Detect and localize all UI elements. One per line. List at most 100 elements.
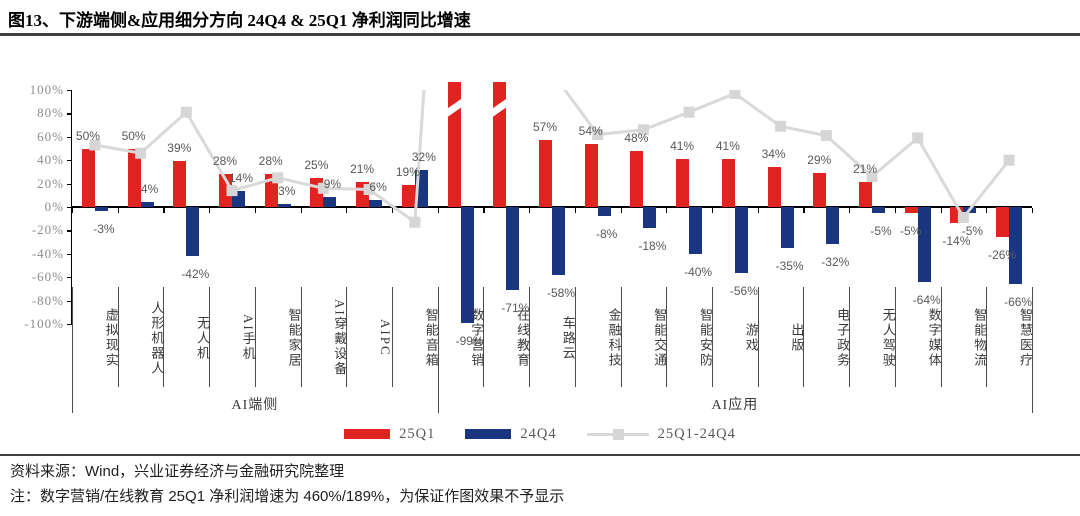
category-label-2: 无人机 xyxy=(195,315,211,361)
plot-area: 50% -3% 50% 4% 39% -42% 28% 14% 28% 3% 25% 9% 21% 6% 1… xyxy=(72,82,1032,348)
bar-label-25q1-14: 41% xyxy=(715,139,740,153)
bar-24q4-18 xyxy=(917,207,931,282)
y-axis-tick xyxy=(67,300,72,302)
diff-line-marker xyxy=(912,132,924,144)
chart-area: 100% 80% 60% 40% 20% 0% -20% -40% -60% -80% -100% … xyxy=(0,38,1080,420)
category-divider xyxy=(72,287,73,413)
bar-24q4-5 xyxy=(323,196,337,207)
bar-label-25q1-2: 39% xyxy=(167,141,192,156)
bar-label-25q1-13: 41% xyxy=(670,139,695,153)
x-axis-tick xyxy=(574,207,577,213)
category-label-10: 车路云 xyxy=(560,315,576,361)
bar-label-24q4-12: -18% xyxy=(638,239,667,254)
x-axis-tick xyxy=(209,207,211,213)
y-axis-tick xyxy=(67,207,72,209)
bar-label-25q1-7: 19% xyxy=(395,164,420,179)
category-label-14: 游戏 xyxy=(743,323,759,353)
bar-24q4-15 xyxy=(780,207,794,248)
legend-item-25q1: 25Q1 xyxy=(344,426,435,443)
bar-label-24q4-20: -66% xyxy=(1004,295,1033,310)
category-divider xyxy=(849,287,851,387)
bar-label-24q4-14: -56% xyxy=(729,283,758,298)
x-axis-tick xyxy=(803,207,805,213)
category-label-4: 智能家居 xyxy=(286,308,302,368)
y-axis-label: 80% xyxy=(37,105,64,121)
x-axis-tick xyxy=(986,207,988,213)
y-axis-tick xyxy=(67,324,72,326)
bar-label-25q1-4: 28% xyxy=(258,154,283,169)
x-axis-tick xyxy=(254,207,257,213)
y-axis-label: 60% xyxy=(37,128,64,144)
x-axis-tick xyxy=(757,207,759,213)
bar-25q1-18 xyxy=(904,207,918,213)
bar-label-24q4-13: -40% xyxy=(684,264,713,279)
bar-24q4-13 xyxy=(689,207,703,254)
bar-24q4-2 xyxy=(186,207,200,257)
category-label-9: 在线教育 xyxy=(515,308,531,368)
legend-label-25q1: 25Q1 xyxy=(399,425,436,442)
category-divider xyxy=(620,287,622,387)
y-axis-label: 20% xyxy=(37,175,64,191)
bar-label-24q4-6: 6% xyxy=(369,180,387,194)
bar-25q1-20 xyxy=(996,207,1010,238)
bar-label-25q1-20: -26% xyxy=(988,248,1017,263)
y-axis-label: -20% xyxy=(31,222,64,238)
bar-label-25q1-1: 50% xyxy=(121,128,146,143)
bar-25q1-14 xyxy=(721,159,735,207)
legend-line-marker xyxy=(612,429,624,440)
diff-line-marker xyxy=(820,130,832,142)
bar-label-25q1-3: 28% xyxy=(212,154,238,169)
diff-line-marker xyxy=(409,216,421,228)
legend-item-diff: 25Q1-24Q4 xyxy=(586,425,736,443)
category-divider xyxy=(1032,287,1033,413)
legend-swatch-25q1 xyxy=(344,429,391,439)
bar-label-25q1-6: 21% xyxy=(350,162,375,177)
bar-24q4-8 xyxy=(460,207,474,323)
bar-24q4-10 xyxy=(552,207,565,275)
category-label-18: 数字媒体 xyxy=(926,308,942,368)
bar-25q1-8 xyxy=(442,82,467,207)
diff-line-marker xyxy=(226,185,238,197)
bar-25q1-15 xyxy=(767,167,781,207)
bar-25q1-10 xyxy=(539,140,552,207)
y-axis-tick xyxy=(67,136,72,138)
category-divider xyxy=(894,287,896,387)
x-axis-tick xyxy=(346,207,348,213)
category-label-5: AI穿戴设备 xyxy=(332,299,348,377)
category-label-19: 智能物流 xyxy=(972,308,988,368)
bar-24q4-12 xyxy=(643,207,657,229)
y-axis-label: -80% xyxy=(31,292,64,308)
bar-label-24q4-8: -99% xyxy=(455,333,484,348)
y-axis-line xyxy=(71,90,73,324)
bar-label-24q4-0: -3% xyxy=(93,221,115,236)
bar-25q1-16 xyxy=(813,173,827,207)
bar-24q4-20 xyxy=(1009,207,1023,285)
category-label-0: 虚拟现实 xyxy=(103,308,119,368)
bar-25q1-11 xyxy=(584,143,598,207)
category-divider xyxy=(346,287,348,387)
bar-25q1-13 xyxy=(676,159,690,207)
category-label-6: AIPC xyxy=(377,319,393,357)
legend: 25Q1 24Q4 25Q1-24Q4 xyxy=(0,422,1080,446)
category-divider xyxy=(392,287,393,387)
bar-label-25q1-17: 21% xyxy=(852,162,878,177)
diff-line xyxy=(94,90,1011,225)
bar-label-24q4-9: -71% xyxy=(501,301,530,316)
x-axis-tick xyxy=(437,207,439,213)
bar-label-24q4-4: 3% xyxy=(278,183,296,198)
bar-25q1-0 xyxy=(81,148,95,207)
y-axis-tick xyxy=(67,160,72,162)
bar-25q1-9 xyxy=(488,82,513,207)
bar-label-25q1-16: 29% xyxy=(807,153,832,168)
x-axis-tick xyxy=(117,207,119,213)
legend-label-diff: 25Q1-24Q4 xyxy=(657,425,736,442)
legend-swatch-diff-line xyxy=(586,428,649,440)
bar-24q4-6 xyxy=(369,200,383,207)
bar-label-24q4-2: -42% xyxy=(181,267,210,282)
y-axis-label: 0% xyxy=(44,199,64,214)
bar-24q4-1 xyxy=(140,202,154,207)
diff-line-marker xyxy=(363,184,375,195)
y-axis-label: -60% xyxy=(31,269,64,285)
diff-line-marker xyxy=(683,106,695,118)
